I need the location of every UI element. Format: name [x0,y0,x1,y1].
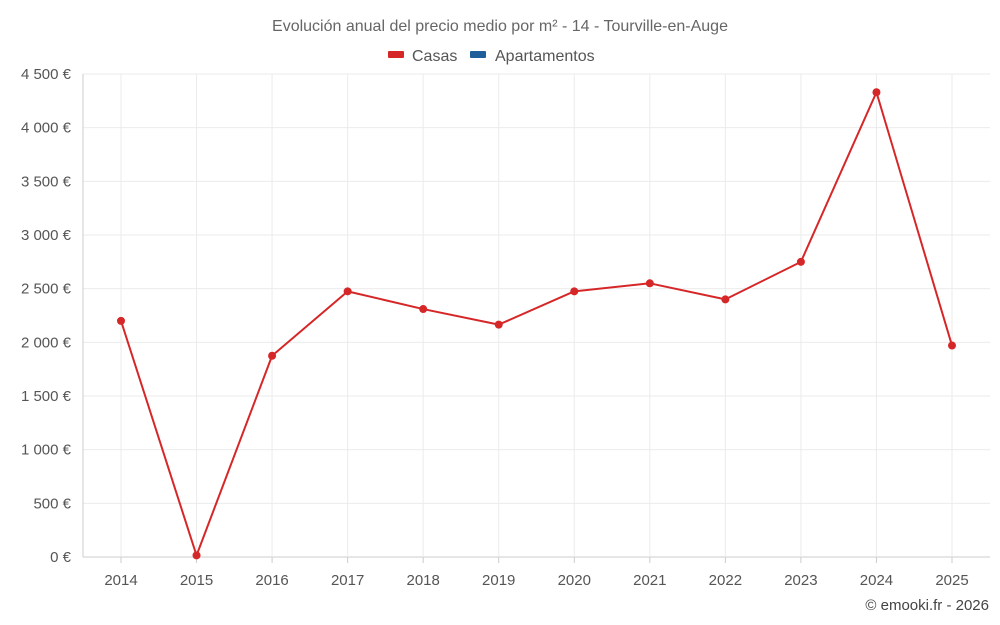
x-tick-label: 2025 [935,572,968,589]
axes: 0 € 500 € 1 000 € 1 500 € 2 000 € 2 500 € 3 00… [21,66,969,589]
data-point-casas-2018[interactable] [419,305,428,314]
data-point-casas-2022[interactable] [721,295,730,304]
credit-text: © emooki.fr - 2026 [865,597,989,614]
y-tick-label: 1 500 € [21,388,72,405]
data-point-casas-2023[interactable] [796,257,805,266]
y-tick-label: 2 500 € [21,281,72,298]
x-tick-label: 2018 [406,572,439,589]
legend-label-apartamentos: Apartamentos [495,48,595,65]
legend-item-casas[interactable]: Casas [388,48,457,65]
data-point-casas-2015[interactable] [192,551,201,560]
data-point-casas-2020[interactable] [570,287,579,296]
legend: Casas Apartamentos [388,48,595,65]
x-tick-label: 2023 [784,572,817,589]
series-line-casas [120,91,953,557]
x-tick-label: 2017 [331,572,364,589]
legend-label-casas: Casas [412,48,457,65]
x-tick-label: 2021 [633,572,666,589]
legend-item-apartamentos[interactable]: Apartamentos [470,48,595,65]
data-point-casas-2019[interactable] [494,320,503,329]
chart-title: Evolución anual del precio medio por m² … [272,18,728,35]
x-tick-label: 2022 [709,572,742,589]
y-tick-label: 0 € [50,549,72,566]
data-point-casas-2025[interactable] [948,341,956,350]
data-point-casas-2016[interactable] [268,351,277,360]
grid [83,73,990,558]
data-point-casas-2021[interactable] [645,279,654,288]
x-tick-label: 2014 [104,572,137,589]
data-point-casas-2024[interactable] [872,88,881,97]
x-tick-label: 2016 [255,572,288,589]
y-tick-label: 2 000 € [21,334,72,351]
y-tick-label: 3 500 € [21,173,72,190]
y-tick-label: 1 000 € [21,442,72,459]
data-point-casas-2017[interactable] [343,287,352,296]
plot-area [117,88,956,560]
x-tick-label: 2020 [558,572,591,589]
legend-swatch-casas [388,51,404,58]
y-tick-label: 4 000 € [21,120,72,137]
y-tick-label: 3 000 € [21,227,72,244]
x-tick-label: 2019 [482,572,515,589]
x-tick-label: 2015 [180,572,213,589]
legend-swatch-apartamentos [470,51,486,58]
y-tick-label: 500 € [33,495,71,512]
data-point-casas-2014[interactable] [117,316,125,325]
y-tick-label: 4 500 € [21,66,72,83]
x-tick-label: 2024 [860,572,893,589]
